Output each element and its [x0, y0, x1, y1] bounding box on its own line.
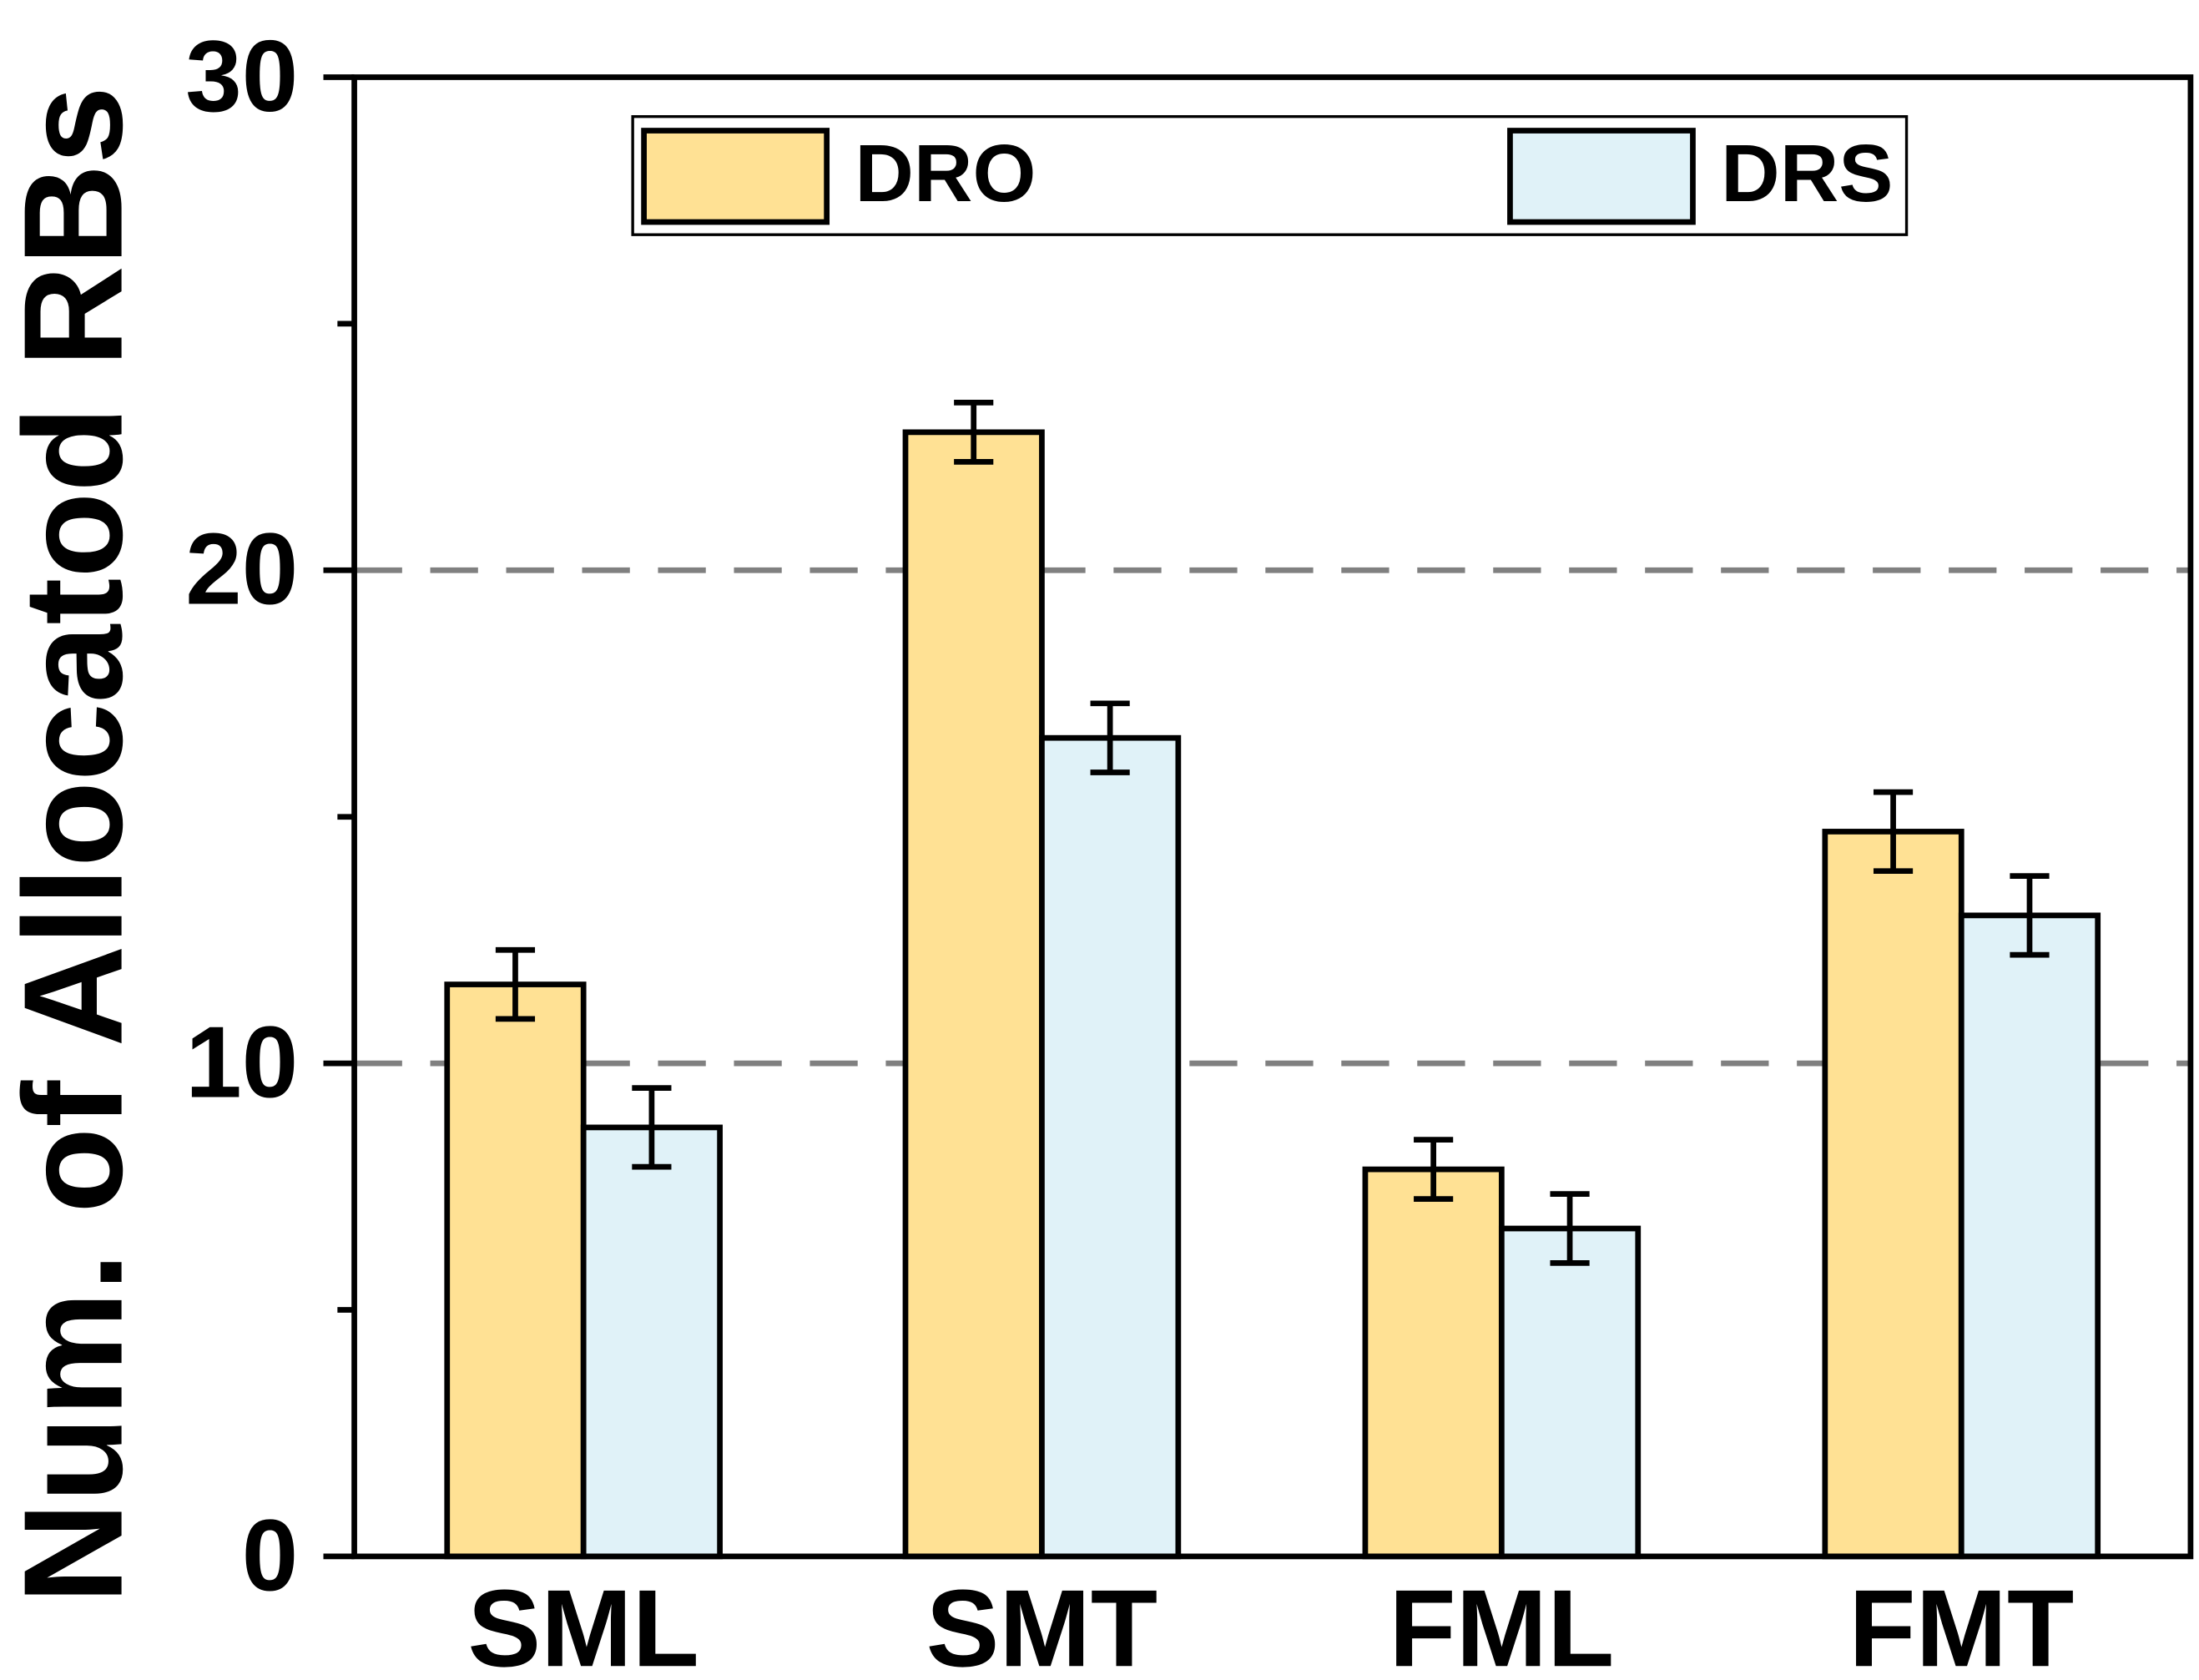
bar-dro-sml: [444, 981, 587, 1560]
legend-swatch-dro: [641, 128, 830, 225]
x-tick-label-sml: SML: [467, 1566, 699, 1680]
bar-dro-fml: [1362, 1166, 1505, 1560]
bar-drs-fml: [1498, 1225, 1642, 1560]
error-bar-dro-sml: [495, 946, 536, 1022]
error-bar-drs-sml: [632, 1085, 672, 1170]
x-tick-label-fml: FML: [1389, 1566, 1614, 1680]
error-bar-dro-fmt: [1873, 789, 1914, 875]
error-bar-drs-fmt: [2010, 873, 2050, 958]
error-bar-drs-smt: [1090, 700, 1130, 775]
error-bar-dro-fml: [1414, 1137, 1454, 1202]
error-bar-dro-smt: [954, 400, 994, 465]
error-bar-drs-fml: [1550, 1191, 1590, 1266]
y-ticks-layer: 0 10 20 30: [185, 19, 355, 1612]
bar-drs-sml: [580, 1124, 723, 1560]
bar-drs-fmt: [1958, 912, 2101, 1560]
x-tick-labels-layer: SML SMT FML FMT: [467, 1566, 2074, 1680]
bars-layer: [444, 429, 2101, 1560]
bar-dro-fmt: [1822, 829, 1964, 1560]
y-tick-label-0: 0: [242, 1498, 298, 1612]
y-tick-label-10: 10: [185, 1006, 298, 1119]
legend-swatch-drs: [1507, 128, 1696, 225]
x-tick-label-fmt: FMT: [1848, 1566, 2074, 1680]
y-tick-label-20: 20: [185, 512, 298, 626]
x-tick-label-smt: SMT: [926, 1566, 1158, 1680]
y-tick-label-30: 30: [185, 19, 298, 133]
legend-label-drs: DRS: [1721, 128, 1893, 219]
error-bars-layer: [495, 400, 2050, 1266]
legend: DRO DRS: [631, 114, 1909, 236]
bar-dro-smt: [902, 429, 1045, 1560]
legend-label-dro: DRO: [855, 128, 1036, 219]
bar-drs-smt: [1039, 734, 1182, 1560]
y-axis-label: Num. of Allocatod RBs: [0, 86, 152, 1604]
